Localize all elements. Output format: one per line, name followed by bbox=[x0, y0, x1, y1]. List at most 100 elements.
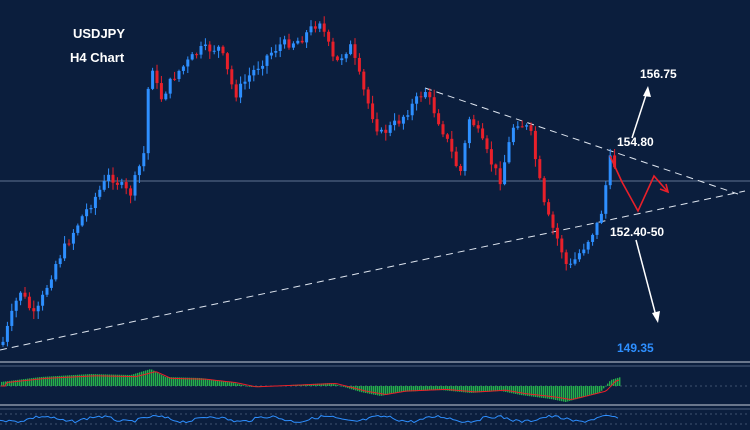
candle-body bbox=[608, 155, 612, 186]
macd-bar bbox=[155, 371, 157, 386]
candle-body bbox=[89, 208, 93, 210]
macd-bar bbox=[555, 386, 557, 400]
macd-bar bbox=[131, 374, 133, 386]
level-label-149-35: 149.35 bbox=[617, 341, 654, 355]
candle-body bbox=[476, 125, 480, 129]
macd-bar bbox=[535, 386, 537, 397]
candle-body bbox=[327, 31, 331, 42]
candle-body bbox=[604, 185, 608, 214]
macd-bar bbox=[579, 386, 581, 399]
macd-bar bbox=[37, 377, 39, 386]
macd-bar bbox=[473, 386, 475, 393]
macd-bar bbox=[167, 377, 169, 386]
macd-bar bbox=[129, 374, 131, 386]
macd-bar bbox=[87, 374, 89, 386]
macd-bar bbox=[609, 381, 611, 386]
candle-body bbox=[41, 294, 45, 306]
macd-bar bbox=[11, 380, 13, 386]
macd-bar bbox=[567, 386, 569, 402]
macd-bar bbox=[509, 386, 511, 393]
macd-bar bbox=[553, 386, 555, 400]
candle-body bbox=[243, 81, 247, 84]
macd-bar bbox=[569, 386, 571, 401]
candle-body bbox=[247, 75, 251, 82]
macd-bar bbox=[51, 376, 53, 386]
macd-bar bbox=[119, 374, 121, 386]
candle-body bbox=[155, 70, 159, 84]
projected-price-path bbox=[609, 155, 669, 213]
candle-body bbox=[569, 263, 573, 265]
macd-bar bbox=[197, 377, 199, 386]
macd-bar bbox=[493, 386, 495, 392]
candle-body bbox=[10, 310, 14, 326]
macd-bar bbox=[467, 386, 469, 393]
candle-body bbox=[208, 44, 212, 52]
macd-bar bbox=[81, 374, 83, 386]
macd-bar bbox=[27, 378, 29, 386]
projected-path-arrowhead bbox=[659, 183, 670, 194]
macd-bar bbox=[519, 386, 521, 395]
macd-bar bbox=[471, 386, 473, 393]
macd-bar bbox=[93, 374, 95, 386]
macd-bar bbox=[49, 376, 51, 386]
macd-bar bbox=[527, 386, 529, 396]
candle-body bbox=[32, 308, 36, 312]
candle-body bbox=[573, 259, 577, 264]
macd-bar bbox=[383, 386, 385, 396]
macd-bar bbox=[457, 386, 459, 392]
macd-bar bbox=[121, 374, 123, 386]
macd-bar bbox=[1, 381, 3, 386]
macd-bar bbox=[605, 386, 607, 387]
macd-bar bbox=[427, 386, 429, 391]
macd-bar bbox=[241, 384, 243, 386]
macd-bar bbox=[565, 386, 567, 402]
candle-body bbox=[481, 128, 485, 139]
downside-arrow-head bbox=[652, 311, 660, 323]
macd-bar bbox=[187, 377, 189, 386]
macd-bar bbox=[463, 386, 465, 393]
macd-bar bbox=[161, 374, 163, 386]
macd-bar bbox=[177, 377, 179, 386]
candle-body bbox=[454, 151, 458, 167]
chart-title-symbol: USDJPY bbox=[73, 26, 125, 41]
macd-bar bbox=[367, 386, 369, 394]
candle-body bbox=[252, 69, 256, 76]
candle-body bbox=[419, 96, 423, 98]
candle-body bbox=[217, 46, 221, 51]
macd-bar bbox=[171, 377, 173, 386]
macd-bar bbox=[325, 383, 327, 386]
chart-title-timeframe: H4 Chart bbox=[70, 50, 125, 65]
macd-bar bbox=[403, 386, 405, 392]
macd-bar bbox=[557, 386, 559, 401]
macd-bar bbox=[373, 386, 375, 395]
macd-bar bbox=[141, 371, 143, 386]
macd-bar bbox=[379, 386, 381, 396]
candle-body bbox=[432, 97, 436, 114]
candle-body bbox=[45, 287, 49, 295]
candle-body bbox=[322, 23, 326, 32]
macd-bar bbox=[17, 379, 19, 386]
macd-bar bbox=[589, 386, 591, 396]
macd-bar bbox=[201, 378, 203, 386]
candle-body bbox=[85, 209, 89, 217]
macd-bar bbox=[213, 379, 215, 386]
macd-bar bbox=[425, 386, 427, 391]
macd-bar bbox=[479, 386, 481, 393]
macd-bar bbox=[365, 386, 367, 393]
macd-bar bbox=[245, 385, 247, 387]
macd-bar bbox=[191, 377, 193, 386]
candle-body bbox=[489, 149, 493, 165]
candle-body bbox=[472, 119, 476, 126]
macd-bar bbox=[217, 380, 219, 386]
candle-body bbox=[256, 68, 260, 70]
macd-bar bbox=[19, 379, 21, 386]
candle-body bbox=[146, 88, 150, 154]
macd-bar bbox=[411, 386, 413, 392]
macd-bar bbox=[317, 383, 319, 386]
macd-bar bbox=[483, 386, 485, 393]
candle-body bbox=[269, 52, 273, 56]
macd-bar bbox=[23, 379, 25, 386]
macd-bar bbox=[499, 386, 501, 392]
macd-bar bbox=[339, 385, 341, 387]
